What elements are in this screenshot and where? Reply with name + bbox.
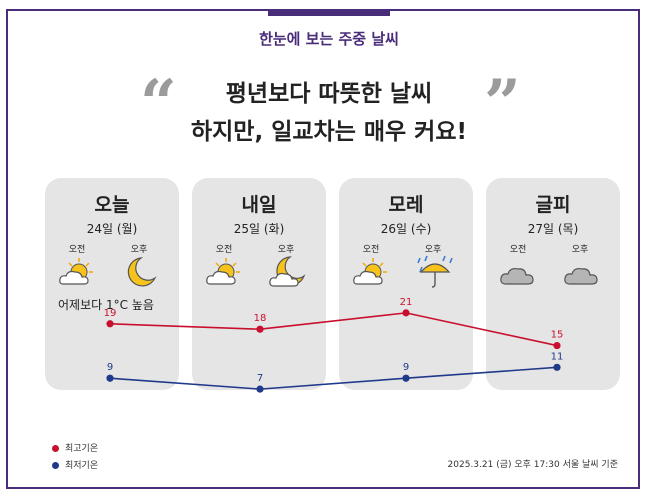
data-label-high: 19 <box>104 308 117 319</box>
am-label: 오전 <box>68 245 86 255</box>
pm-label: 오후 <box>571 245 589 255</box>
cloudy-icon <box>500 267 534 285</box>
am-label: 오전 <box>362 245 380 255</box>
am-label: 오전 <box>509 245 527 255</box>
pm-label: 오후 <box>277 245 295 255</box>
day-name: 글피 <box>535 194 571 216</box>
today-comparison-note: 어제보다 1°C 높음 <box>58 298 154 312</box>
data-point-low <box>106 374 114 382</box>
headline-line-2: 하지만, 일교차는 매우 커요! <box>190 119 467 145</box>
data-point-high <box>402 309 410 317</box>
day-date: 26일 (수) <box>380 222 432 236</box>
series-line-high <box>109 312 558 347</box>
cloudy-icon <box>564 267 598 285</box>
partly-cloudy-sun-icon <box>353 258 387 285</box>
am-label: 오전 <box>215 245 233 255</box>
partly-cloudy-sun-icon <box>59 258 93 285</box>
cloudy-moon-icon <box>269 256 306 287</box>
data-point-high <box>106 320 114 328</box>
day-name: 오늘 <box>94 194 130 216</box>
day-date: 25일 (화) <box>233 222 285 236</box>
data-point-low <box>256 385 264 393</box>
data-point-low <box>553 363 561 371</box>
data-point-high <box>256 325 264 333</box>
pm-label: 오후 <box>424 245 442 255</box>
day-card-three-days: 글피 27일 (목) 오전 오후 <box>486 178 620 390</box>
day-card-day-after: 모레 26일 (수) 오전 오후 <box>339 178 473 390</box>
data-point-low <box>402 374 410 382</box>
data-label-low: 11 <box>551 351 564 362</box>
moon-icon <box>127 257 157 287</box>
legend-low-label: 최저기온 <box>65 461 99 471</box>
legend-high-dot <box>52 445 59 452</box>
header-title: 한눈에 보는 주중 날씨 <box>259 30 399 48</box>
pm-label: 오후 <box>130 245 148 255</box>
data-label-high: 18 <box>254 313 267 324</box>
data-label-high: 21 <box>400 297 413 308</box>
open-quote-mark: “ <box>140 66 177 141</box>
data-point-high <box>553 341 561 350</box>
day-name: 모레 <box>388 194 424 216</box>
legend-high-label: 최고기온 <box>65 444 99 454</box>
data-label-low: 7 <box>257 373 263 384</box>
day-card-today: 오늘 24일 (월) 오전 오후 <box>45 178 179 390</box>
day-card-tomorrow: 내일 25일 (화) 오전 오후 <box>192 178 326 390</box>
rain-umbrella-icon <box>417 255 453 288</box>
data-label-low: 9 <box>107 362 113 373</box>
close-quote-mark: ” <box>484 66 521 141</box>
series-line-low <box>109 366 558 390</box>
day-date: 27일 (목) <box>527 222 579 236</box>
header-accent-bar <box>268 9 390 16</box>
partly-cloudy-sun-icon <box>206 258 240 285</box>
legend-low-dot <box>52 462 59 469</box>
data-label-high: 15 <box>551 330 564 341</box>
day-date: 24일 (월) <box>86 222 138 236</box>
headline-line-1: 평년보다 따뜻한 날씨 <box>225 81 433 107</box>
legend-low: 최저기온 <box>52 458 98 471</box>
data-label-low: 9 <box>403 362 409 373</box>
day-name: 내일 <box>241 194 277 216</box>
legend-high: 최고기온 <box>52 441 98 454</box>
source-timestamp: 2025.3.21 (금) 오후 17:30 서울 날씨 기준 <box>447 460 618 470</box>
